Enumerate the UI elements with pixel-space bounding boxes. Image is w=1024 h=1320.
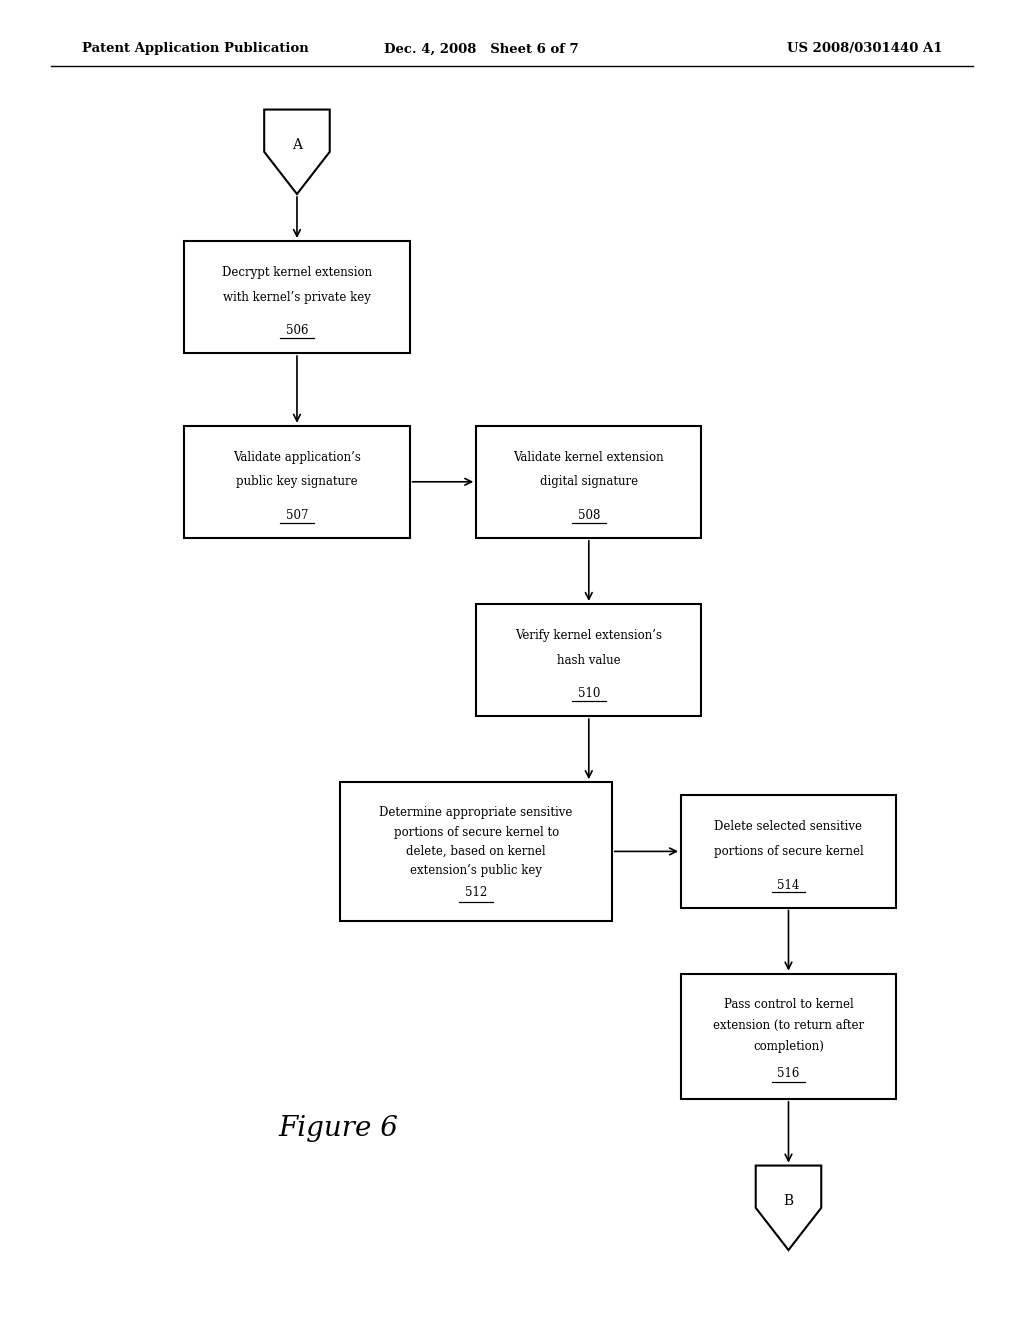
Text: Figure 6: Figure 6 <box>278 1115 398 1142</box>
Text: Dec. 4, 2008   Sheet 6 of 7: Dec. 4, 2008 Sheet 6 of 7 <box>384 42 579 55</box>
Text: US 2008/0301440 A1: US 2008/0301440 A1 <box>786 42 942 55</box>
Text: Validate application’s: Validate application’s <box>233 450 360 463</box>
Bar <box>681 795 896 908</box>
Text: 514: 514 <box>777 879 800 891</box>
Text: Pass control to kernel: Pass control to kernel <box>724 998 853 1011</box>
Text: hash value: hash value <box>557 653 621 667</box>
Text: portions of secure kernel to: portions of secure kernel to <box>393 825 559 838</box>
Text: 516: 516 <box>777 1068 800 1080</box>
Text: digital signature: digital signature <box>540 475 638 488</box>
Text: Delete selected sensitive: Delete selected sensitive <box>715 820 862 833</box>
Text: B: B <box>783 1195 794 1209</box>
Text: Decrypt kernel extension: Decrypt kernel extension <box>222 265 372 279</box>
Text: 508: 508 <box>578 510 600 521</box>
Bar <box>681 974 896 1098</box>
Text: public key signature: public key signature <box>237 475 357 488</box>
Bar <box>476 605 701 715</box>
Text: 512: 512 <box>465 887 487 899</box>
Bar <box>184 240 410 352</box>
Text: 506: 506 <box>286 325 308 337</box>
Text: delete, based on kernel: delete, based on kernel <box>407 845 546 858</box>
Text: 507: 507 <box>286 510 308 521</box>
Text: Verify kernel extension’s: Verify kernel extension’s <box>515 628 663 642</box>
Text: completion): completion) <box>753 1040 824 1053</box>
Bar <box>184 425 410 539</box>
Text: Validate kernel extension: Validate kernel extension <box>513 450 665 463</box>
Text: extension (to return after: extension (to return after <box>713 1019 864 1032</box>
Text: extension’s public key: extension’s public key <box>411 865 542 878</box>
Text: 510: 510 <box>578 688 600 700</box>
Text: Determine appropriate sensitive: Determine appropriate sensitive <box>380 807 572 820</box>
Bar <box>340 781 612 921</box>
Bar <box>476 425 701 539</box>
Text: with kernel’s private key: with kernel’s private key <box>223 290 371 304</box>
Text: A: A <box>292 139 302 153</box>
Text: portions of secure kernel: portions of secure kernel <box>714 845 863 858</box>
Text: Patent Application Publication: Patent Application Publication <box>82 42 308 55</box>
